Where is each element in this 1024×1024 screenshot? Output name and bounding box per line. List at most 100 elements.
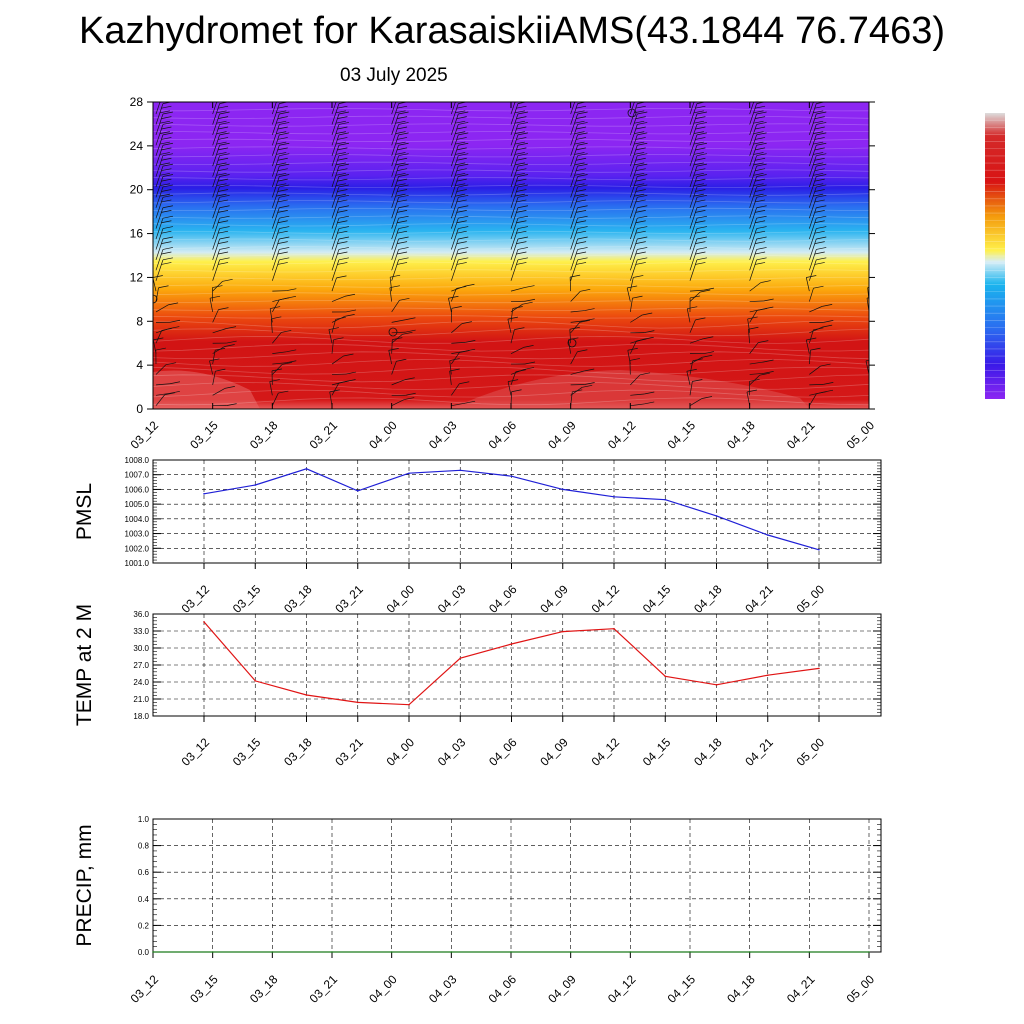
wind-barb bbox=[391, 329, 416, 334]
wind-barb bbox=[272, 132, 290, 156]
wind-barb bbox=[510, 163, 529, 188]
wind-barb bbox=[451, 163, 469, 188]
temp-panel: 18.0 21.0 24.0 27.0 30.0 33.0 36.0 03_12 03_15 03… bbox=[73, 604, 882, 769]
wind-barb bbox=[809, 363, 831, 375]
y-tick-label: 18.0 bbox=[133, 712, 149, 721]
wind-barb bbox=[391, 317, 416, 323]
wind-barb bbox=[212, 368, 226, 385]
data-point bbox=[152, 951, 154, 953]
heatmap-contour-line bbox=[153, 261, 869, 265]
wind-barb bbox=[212, 184, 230, 208]
wind-barb bbox=[689, 184, 708, 208]
wind-barb bbox=[749, 122, 767, 146]
wind-barb bbox=[570, 111, 588, 136]
wind-barb bbox=[507, 316, 518, 333]
data-point bbox=[203, 621, 205, 623]
data-point bbox=[331, 951, 333, 953]
wind-barb bbox=[212, 236, 230, 260]
wind-barb bbox=[689, 142, 708, 167]
y-tick-label: 0.8 bbox=[138, 842, 150, 851]
heatmap-contour-line bbox=[153, 131, 869, 135]
heatmap-y-tick-label: 0 bbox=[136, 402, 143, 416]
wind-barb bbox=[155, 163, 174, 188]
wind-barb bbox=[451, 142, 469, 167]
x-tick-label: 04_00 bbox=[384, 735, 418, 769]
wind-barb bbox=[570, 318, 595, 323]
wind-barb bbox=[391, 358, 407, 375]
heatmap-contour-line bbox=[153, 146, 869, 150]
heatmap-contour-line bbox=[153, 292, 869, 296]
wind-barb bbox=[451, 111, 469, 136]
wind-barb bbox=[630, 205, 648, 229]
wind-barb bbox=[331, 122, 350, 146]
heatmap-x-tick-label: 04_21 bbox=[784, 418, 818, 452]
wind-barb bbox=[809, 257, 827, 281]
x-tick-label: 04_00 bbox=[384, 582, 418, 616]
heatmap-x-tick-label: 03_12 bbox=[128, 418, 162, 452]
wind-barb bbox=[272, 102, 290, 125]
y-tick-label: 0.4 bbox=[138, 895, 150, 904]
heatmap-contour-line bbox=[153, 192, 869, 196]
wind-barb bbox=[272, 247, 290, 271]
data-point bbox=[664, 498, 667, 501]
wind-barb bbox=[809, 226, 827, 250]
x-tick-label: 04_15 bbox=[665, 972, 699, 1006]
wind-barb bbox=[451, 321, 472, 334]
heatmap-contour-line bbox=[153, 169, 869, 173]
wind-barb bbox=[626, 285, 638, 302]
wind-barb bbox=[391, 142, 409, 167]
x-tick-label: 04_06 bbox=[486, 972, 520, 1006]
heatmap-contour-line bbox=[153, 359, 869, 367]
heatmap-contour-line bbox=[153, 108, 869, 112]
x-tick-label: 04_12 bbox=[589, 735, 623, 769]
data-point bbox=[569, 951, 572, 953]
x-tick-label: 04_09 bbox=[537, 735, 571, 769]
x-tick-label: 04_06 bbox=[486, 582, 520, 616]
data-point bbox=[715, 684, 718, 686]
heatmap-x-tick-label: 04_12 bbox=[605, 418, 639, 452]
wind-barb bbox=[630, 401, 655, 407]
wind-barb bbox=[391, 247, 409, 271]
wind-barb bbox=[510, 102, 528, 125]
wind-barb bbox=[630, 336, 654, 344]
wind-barb bbox=[212, 205, 230, 229]
wind-barb bbox=[451, 122, 469, 146]
data-point bbox=[689, 951, 691, 953]
wind-barb bbox=[570, 382, 595, 386]
data-point bbox=[748, 951, 751, 953]
wind-barb bbox=[155, 111, 174, 136]
wind-barb bbox=[630, 111, 648, 136]
wind-barb bbox=[570, 184, 588, 208]
wind-barb bbox=[391, 377, 415, 386]
data-point bbox=[561, 630, 564, 633]
y-axis-label: TEMP at 2 M bbox=[73, 604, 96, 726]
wind-barb bbox=[570, 288, 591, 302]
data-point bbox=[613, 627, 615, 630]
wind-barb bbox=[331, 215, 350, 240]
heatmap-contour-line bbox=[153, 207, 869, 211]
wind-barb bbox=[328, 327, 339, 344]
colorbar-segments bbox=[985, 119, 1005, 393]
wind-barb bbox=[868, 383, 869, 385]
wind-barb bbox=[630, 247, 648, 271]
wind-barb bbox=[212, 226, 230, 250]
wind-barb bbox=[689, 396, 713, 407]
x-tick-label: 03_15 bbox=[187, 972, 221, 1006]
wind-barb bbox=[510, 361, 536, 365]
wind-barb bbox=[451, 340, 476, 344]
y-tick-label: 0.2 bbox=[138, 921, 150, 930]
data-point bbox=[459, 657, 462, 659]
wind-barb bbox=[155, 142, 174, 167]
wind-barb bbox=[391, 397, 415, 407]
wind-barb bbox=[689, 317, 706, 333]
wind-barb bbox=[510, 367, 535, 375]
x-tick-label: 03_21 bbox=[332, 735, 366, 769]
heatmap-contour-line bbox=[153, 115, 869, 119]
wind-barb bbox=[272, 174, 290, 198]
wind-barb bbox=[749, 132, 767, 156]
wind-barb bbox=[331, 337, 344, 354]
wind-barb bbox=[689, 236, 708, 260]
wind-barb bbox=[331, 379, 356, 386]
wind-barb bbox=[749, 371, 774, 375]
wind-barb bbox=[630, 174, 648, 198]
